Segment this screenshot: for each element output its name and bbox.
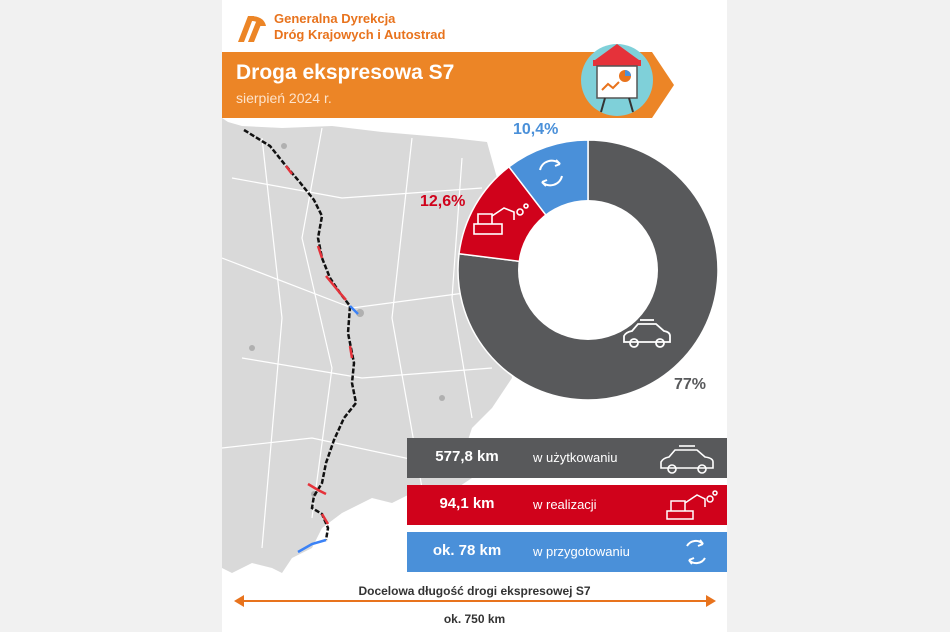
stat-in-use: 577,8 km w użytkowaniu — [407, 438, 727, 478]
donut-chart — [457, 139, 719, 401]
car-icon — [623, 319, 671, 348]
s7-route-warsaw-segment — [349, 305, 359, 315]
banner-arrow — [652, 52, 674, 118]
percent-label-in-preparation: 10,4% — [513, 121, 559, 138]
page-title: Droga ekspresowa S7 — [236, 61, 455, 84]
s7-route-in-preparation — [297, 538, 327, 554]
org-line-1: Generalna Dyrekcja — [274, 11, 396, 26]
stat-label: w realizacji — [533, 497, 597, 512]
stat-label: w przygotowaniu — [533, 544, 630, 559]
organization-name: Generalna Dyrekcja Dróg Krajowych i Auto… — [274, 11, 445, 43]
excavator-icon — [666, 490, 718, 520]
page-subtitle: sierpień 2024 r. — [236, 90, 332, 106]
double-arrow-icon — [234, 595, 716, 607]
stat-in-preparation: ok. 78 km w przygotowaniu — [407, 532, 727, 572]
org-line-2: Dróg Krajowych i Autostrad — [274, 27, 446, 42]
stat-value: 577,8 km — [435, 448, 499, 465]
infographic-card: Generalna Dyrekcja Dróg Krajowych i Auto… — [222, 0, 727, 632]
percent-label-in-use: 77% — [674, 376, 707, 393]
total-length-label: Docelowa długość drogi ekspresowej S7 — [358, 584, 591, 598]
stat-in-realization: 94,1 km w realizacji — [407, 485, 727, 525]
car-icon — [660, 445, 714, 474]
stat-label: w użytkowaniu — [533, 450, 618, 465]
refresh-cycle-icon — [539, 159, 563, 187]
presentation-easel-icon — [581, 44, 653, 116]
stat-value: 94,1 km — [439, 495, 495, 512]
total-length-value: ok. 750 km — [443, 612, 506, 626]
percent-label-in-realization: 12,6% — [420, 193, 466, 210]
gddkia-logo-icon — [238, 16, 266, 42]
excavator-icon — [473, 203, 529, 235]
stat-value: ok. 78 km — [432, 542, 502, 559]
title-banner: Droga ekspresowa S7 sierpień 2024 r. — [222, 52, 652, 118]
refresh-cycle-icon — [686, 539, 706, 565]
s7-route-in-realization — [285, 165, 354, 525]
